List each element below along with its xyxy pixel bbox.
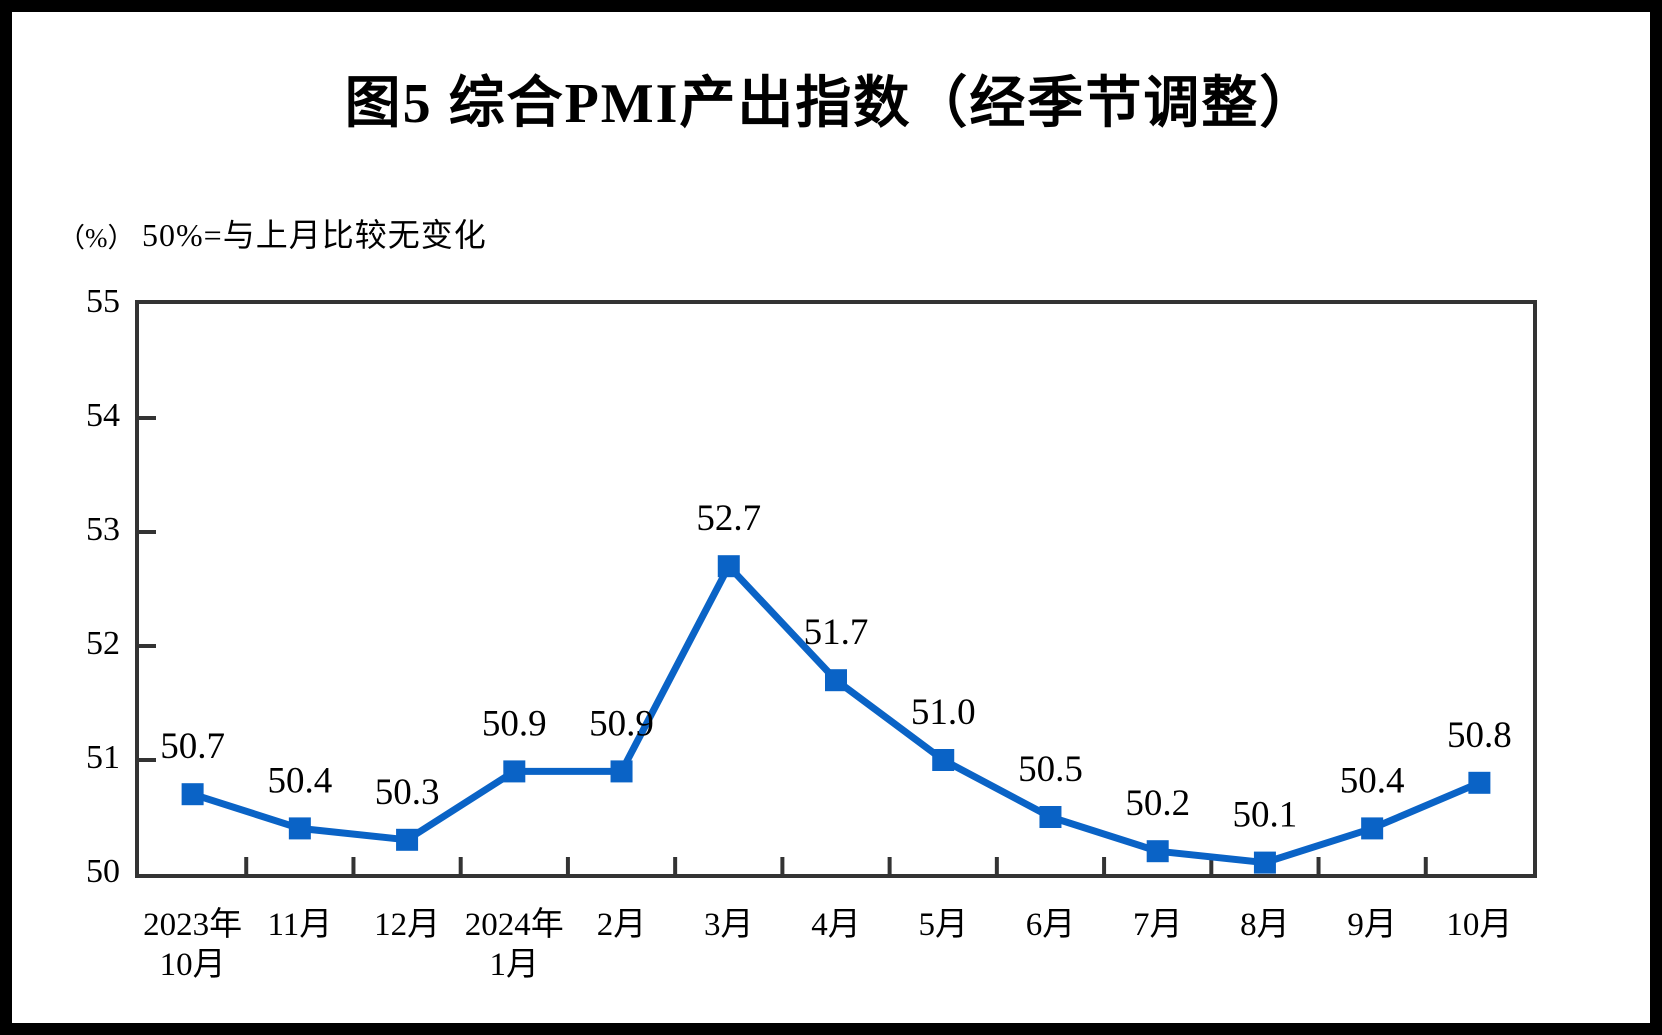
data-point-marker <box>1468 771 1491 794</box>
data-point-label: 51.0 <box>911 692 976 733</box>
x-category-label-line: 3月 <box>704 907 754 943</box>
x-category-label-line: 8月 <box>1240 907 1290 943</box>
x-category-label: 6月 <box>965 905 1135 945</box>
data-point-marker <box>181 783 204 806</box>
data-point-marker <box>610 760 633 783</box>
y-tick-label: 54 <box>86 397 120 434</box>
data-point-marker <box>1039 806 1062 828</box>
data-point-marker <box>1361 817 1384 840</box>
data-point-label: 50.5 <box>1018 749 1083 790</box>
y-tick-label: 51 <box>86 739 120 776</box>
x-category-label: 4月 <box>751 905 921 945</box>
chart-canvas: 图5 综合PMI产出指数（经季节调整） （%） 50%=与上月比较无变化 55 5… <box>12 12 1650 1023</box>
data-point-label: 50.1 <box>1233 795 1298 836</box>
data-point-label: 51.7 <box>804 612 869 653</box>
data-point-label: 50.9 <box>589 703 654 744</box>
data-point-marker <box>288 817 311 840</box>
x-category-label: 2月 <box>537 905 707 945</box>
data-point-label: 50.4 <box>267 760 332 801</box>
x-category-label-line: 9月 <box>1347 907 1397 943</box>
data-point-marker <box>1253 851 1276 874</box>
data-point-label: 50.7 <box>160 726 225 767</box>
x-category-label: 5月 <box>858 905 1028 945</box>
data-point-marker <box>717 555 740 578</box>
data-point-label: 50.8 <box>1447 715 1512 756</box>
data-point-label: 52.7 <box>696 498 761 539</box>
y-tick-label: 52 <box>86 625 120 662</box>
y-axis-unit-label: （%） <box>58 223 135 253</box>
data-point-label: 50.9 <box>482 703 547 744</box>
y-tick-label: 53 <box>86 511 120 548</box>
data-point-marker <box>503 760 526 783</box>
x-category-label: 7月 <box>1073 905 1243 945</box>
x-category-label: 10月 <box>1394 905 1564 945</box>
chart-title: 图5 综合PMI产出指数（经季节调整） <box>344 73 1318 135</box>
x-category-label-line: 10月 <box>1446 907 1513 943</box>
data-point-marker <box>396 828 419 851</box>
x-category-label: 2023年 10月 <box>108 905 278 985</box>
data-point-label: 50.2 <box>1125 783 1190 824</box>
x-category-label: 9月 <box>1287 905 1457 945</box>
x-category-label-line: 12月 <box>374 907 441 943</box>
y-tick-label: 50 <box>86 853 120 890</box>
x-axis: 2023年 10月 11月 12月 2024年 1月 2月 3月 4月 5月 6月 7月 8月 9月 10月 <box>139 905 1533 1015</box>
x-category-label-line: 7月 <box>1132 907 1183 943</box>
data-point-marker <box>1146 840 1169 863</box>
x-category-label: 3月 <box>644 905 814 945</box>
plot-area: 50.7 50.4 50.3 50.9 50.9 52.7 51.7 51.0 50.5 50.2… <box>135 300 1537 878</box>
data-point-label: 50.3 <box>375 772 440 813</box>
x-category-label-line: 10月 <box>159 947 226 983</box>
x-category-label: 11月 <box>215 905 385 945</box>
reference-line-note: 50%=与上月比较无变化 <box>142 217 487 253</box>
x-category-label-line: 2023年 <box>143 907 243 943</box>
x-category-label-line: 11月 <box>267 907 333 943</box>
x-category-label-line: 6月 <box>1025 907 1076 943</box>
x-category-label-line: 4月 <box>811 907 861 943</box>
x-category-label-line: 1月 <box>489 947 540 983</box>
data-point-marker <box>932 749 955 771</box>
y-tick-label: 55 <box>86 283 120 320</box>
x-category-label-line: 2月 <box>596 907 647 943</box>
pmi-line-chart: 50.7 50.4 50.3 50.9 50.9 52.7 51.7 51.0 50.5 50.2… <box>139 416 1512 874</box>
x-category-label: 2024年 1月 <box>429 905 599 985</box>
data-point-marker <box>825 669 847 692</box>
y-axis: 55 54 53 52 51 50 <box>40 283 120 890</box>
data-point-label: 50.4 <box>1340 760 1405 801</box>
x-category-label: 8月 <box>1180 905 1350 945</box>
x-category-label-line: 2024年 <box>464 907 564 943</box>
x-category-label-line: 5月 <box>918 907 968 943</box>
x-category-label: 12月 <box>322 905 492 945</box>
